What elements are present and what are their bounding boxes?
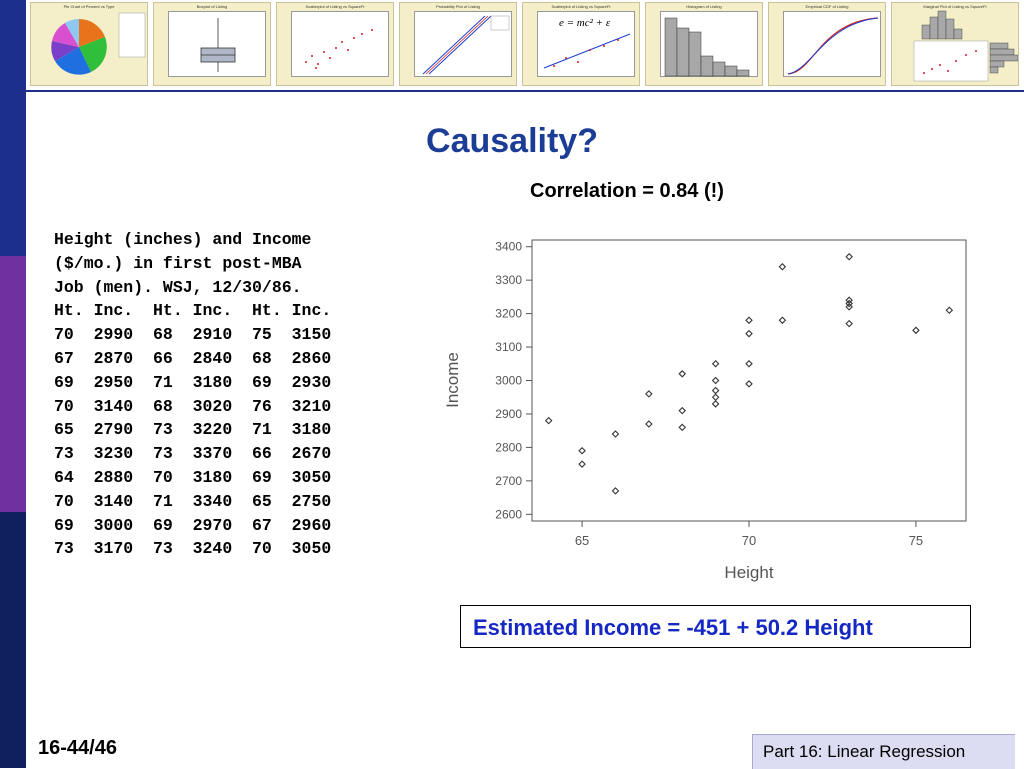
- footer-section-label: Part 16: Linear Regression: [763, 742, 966, 761]
- regression-estimate-box: Estimated Income = -451 + 50.2 Height: [460, 605, 971, 648]
- data-point: [678, 423, 687, 432]
- table-row: 65 2790 73 3220 71 3180: [54, 420, 332, 440]
- table-row: 69 3000 69 2970 67 2960: [54, 515, 332, 535]
- data-point: [778, 262, 787, 271]
- thumbnail-pie-chart: Pie Chart of Percent vs Type: [30, 2, 148, 86]
- y-tick-label: 2800: [495, 440, 522, 454]
- table-row: 73 3230 73 3370 66 2670: [54, 444, 332, 464]
- y-tick-label: 2700: [495, 474, 522, 488]
- y-tick-label: 3300: [495, 273, 522, 287]
- data-point: [845, 303, 853, 311]
- y-tick-label: 2900: [495, 407, 522, 421]
- data-point: [912, 326, 920, 335]
- thumbnail-title: Histogram of Listing: [686, 4, 722, 9]
- probability-thumbnail-graphic: [422, 15, 510, 75]
- table-row: 70 3140 71 3340 65 2750: [54, 491, 332, 511]
- y-tick-label: 3400: [495, 240, 522, 254]
- data-point: [745, 316, 753, 325]
- data-point: [945, 306, 954, 315]
- data-point: [544, 416, 553, 425]
- data-point: [678, 370, 687, 378]
- regression-equation: Estimated Income = -451 + 50.2 Height: [473, 615, 873, 640]
- data-point: [778, 316, 787, 325]
- slide-title: Causality?: [426, 122, 598, 160]
- table-row: 67 2870 66 2840 68 2860: [54, 348, 332, 368]
- thumbnail-title: Boxplot of Listing: [196, 4, 228, 9]
- data-point: [711, 400, 720, 408]
- boxplot-thumbnail-graphic: [200, 18, 236, 72]
- accent-segment-blue: [0, 0, 26, 256]
- data-point: [845, 319, 853, 328]
- data-point: [845, 299, 853, 308]
- table-row: 70 2990 68 2910 75 3150: [54, 325, 332, 345]
- data-point: [645, 390, 653, 398]
- x-axis-label: Height: [724, 563, 773, 582]
- thumbnail-plot-area: [414, 11, 512, 77]
- thumbnail-title: Empirical CDF of Listing: [805, 4, 849, 9]
- data-point: [578, 446, 586, 455]
- thumbnail-title: Pie Chart of Percent vs Type: [63, 4, 115, 9]
- thumbnail-boxplot: Boxplot of Listing: [153, 2, 271, 86]
- thumbnail-strip: Pie Chart of Percent vs Type Boxplot of …: [26, 0, 1024, 92]
- thumbnail-probability-plot: Probability Plot of Listing: [399, 2, 517, 86]
- thumbnail-plot-area: [660, 11, 758, 77]
- data-point: [745, 380, 753, 388]
- data-point: [678, 406, 687, 415]
- y-tick-label: 2600: [495, 507, 522, 521]
- table-row: 69 2950 71 3180 69 2930: [54, 372, 332, 392]
- page-number: 16-44/46: [38, 737, 117, 759]
- height-income-scatterplot: Height Income 65 70 75 2600 2700 2800 2900 3000…: [443, 239, 967, 582]
- table-caption-line: Job (men). WSJ, 12/30/86.: [54, 277, 302, 297]
- thumbnail-title: Scatterplot of Listing vs SquareFt: [551, 4, 611, 9]
- thumbnail-plot-area: [783, 11, 881, 77]
- formula-label: e = mc² + ε: [559, 17, 611, 29]
- cdf-thumbnail-graphic: [787, 17, 879, 75]
- data-point: [645, 420, 653, 428]
- footer-section-box: Part 16: Linear Regression: [752, 734, 1015, 769]
- thumbnail-empirical-cdf: Empirical CDF of Listing: [768, 2, 886, 86]
- y-axis-label: Income: [443, 352, 462, 408]
- table-row: 73 3170 73 3240 70 3050: [54, 539, 332, 559]
- thumbnail-title: Probability Plot of Listing: [436, 4, 480, 9]
- table-caption-line: ($/mo.) in first post-MBA: [54, 253, 302, 273]
- data-point: [611, 430, 620, 438]
- data-point: [711, 376, 720, 385]
- y-tick-label: 3200: [495, 307, 522, 321]
- x-tick-label: 65: [575, 533, 589, 548]
- table-header-row: Ht. Inc. Ht. Inc. Ht. Inc.: [54, 301, 332, 321]
- accent-segment-navy: [0, 512, 26, 768]
- thumbnail-title: Scatterplot of Listing vs SquareFt: [305, 4, 365, 9]
- thumbnail-plot-area: [291, 11, 389, 77]
- table-row: 64 2880 70 3180 69 3050: [54, 467, 332, 487]
- data-point: [745, 359, 753, 368]
- data-point: [845, 252, 853, 261]
- thumbnail-plot-area: [168, 11, 266, 77]
- data-point: [745, 329, 753, 338]
- y-tick-label: 3000: [495, 374, 522, 388]
- table-row: 70 3140 68 3020 76 3210: [54, 396, 332, 416]
- regression-thumbnail-graphic: [543, 33, 631, 69]
- histogram-thumbnail-graphic: [664, 17, 750, 77]
- accent-segment-purple: [0, 256, 26, 512]
- thumbnail-histogram: Histogram of Listing: [645, 2, 763, 86]
- table-caption-line: Height (inches) and Income: [54, 230, 312, 249]
- thumbnail-marginal-plot: Marginal Plot of Listing vs SquareFt: [891, 2, 1019, 86]
- x-tick-label: 70: [742, 533, 756, 548]
- left-accent-bar: [0, 0, 26, 768]
- data-point: [578, 460, 586, 468]
- height-income-data-table: Height (inches) and Income ($/mo.) in fir…: [54, 228, 331, 561]
- marginal-thumbnail-graphic: [913, 10, 1018, 82]
- data-point: [611, 487, 620, 495]
- data-point: [711, 359, 720, 368]
- y-tick-label: 3100: [495, 340, 522, 354]
- pie-thumbnail-graphic: [51, 12, 146, 75]
- correlation-note: Correlation = 0.84 (!): [530, 180, 724, 202]
- thumbnail-regression-scatter: Scatterplot of Listing vs SquareFt e = m…: [522, 2, 640, 86]
- x-tick-label: 75: [909, 533, 923, 548]
- thumbnail-scatterplot: Scatterplot of Listing vs SquareFt: [276, 2, 394, 86]
- thumbnail-title: Marginal Plot of Listing vs SquareFt: [923, 4, 987, 9]
- scatter-thumbnail-graphic: [305, 29, 373, 69]
